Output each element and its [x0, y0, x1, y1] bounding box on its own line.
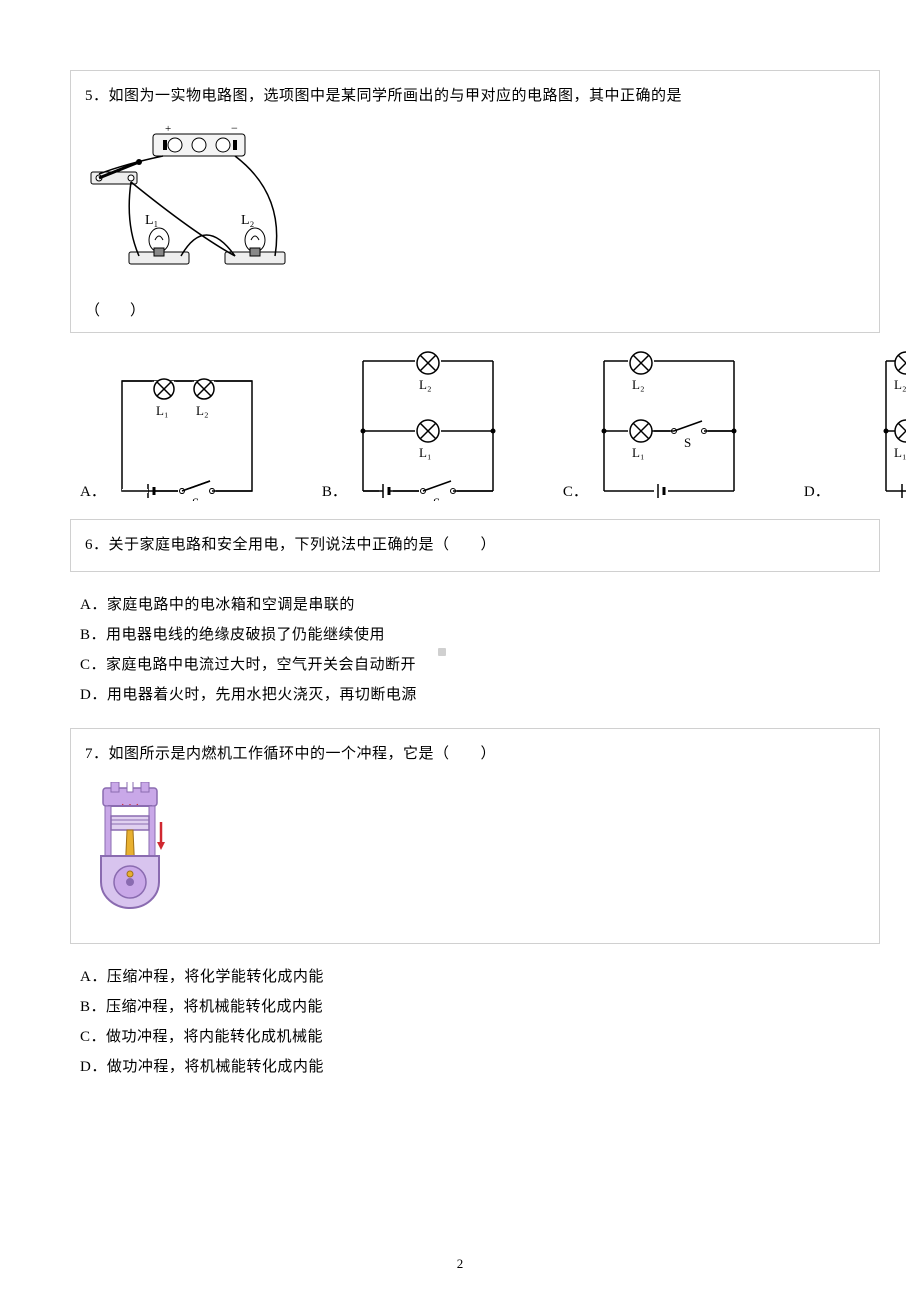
- svg-text:L₂: L₂: [419, 377, 431, 392]
- q7-opt-c: C．做功冲程，将内能转化成机械能: [80, 1022, 880, 1052]
- q6-opt-b: B．用电器电线的绝缘皮破损了仍能继续使用: [80, 620, 880, 650]
- svg-text:L₂: L₂: [196, 403, 208, 418]
- q7-engine-diagram: [85, 782, 865, 917]
- question-6: 6．关于家庭电路和安全用电，下列说法中正确的是（ ）: [70, 519, 880, 572]
- svg-text:S: S: [192, 495, 199, 501]
- q5-option-b: B． L₂ L₁: [322, 351, 503, 501]
- q5-option-a: A． L₁ L₂: [80, 371, 262, 501]
- q6-text: 6．关于家庭电路和安全用电，下列说法中正确的是（ ）: [85, 532, 865, 559]
- q7-number: 7: [85, 746, 93, 762]
- q6-opt-c: C．家庭电路中电流过大时，空气开关会自动断开: [80, 650, 880, 680]
- svg-text:L₂: L₂: [632, 377, 644, 392]
- page-number: 2: [0, 1256, 920, 1272]
- svg-text:S: S: [433, 495, 440, 501]
- l2-label: L₂: [241, 213, 255, 228]
- svg-text:S: S: [684, 435, 691, 450]
- q7-opt-a: A．压缩冲程，将化学能转化成内能: [80, 962, 880, 992]
- q6-options: A．家庭电路中的电冰箱和空调是串联的 B．用电器电线的绝缘皮破损了仍能继续使用 …: [70, 590, 880, 710]
- minus-label: −: [231, 124, 238, 135]
- q5-option-c: C． L₂ L₁ S: [563, 351, 744, 501]
- q5-number: 5: [85, 88, 93, 104]
- q6-opt-d: D．用电器着火时，先用水把火浇灭，再切断电源: [80, 680, 880, 710]
- q6-number: 6: [85, 537, 93, 553]
- q5-options: A． L₁ L₂: [70, 351, 880, 501]
- question-7: 7．如图所示是内燃机工作循环中的一个冲程，它是（ ）: [70, 728, 880, 944]
- q5-physical-circuit: + − L₁ L₂: [85, 124, 865, 289]
- question-5: 5．如图为一实物电路图，选项图中是某同学所画出的与甲对应的电路图，其中正确的是 …: [70, 70, 880, 333]
- q7-opt-b: B．压缩冲程，将机械能转化成内能: [80, 992, 880, 1022]
- svg-text:L₁: L₁: [156, 403, 168, 418]
- plus-label: +: [165, 124, 171, 135]
- svg-text:L₁: L₁: [894, 445, 906, 460]
- q6-opt-a: A．家庭电路中的电冰箱和空调是串联的: [80, 590, 880, 620]
- q7-opt-d: D．做功冲程，将机械能转化成内能: [80, 1052, 880, 1082]
- q5-blank: （ ）: [85, 299, 865, 320]
- svg-text:L₁: L₁: [632, 445, 644, 460]
- l1-label: L₁: [145, 213, 158, 228]
- svg-text:L₂: L₂: [894, 377, 906, 392]
- svg-text:L₁: L₁: [419, 445, 431, 460]
- q7-text: 7．如图所示是内燃机工作循环中的一个冲程，它是（ ）: [85, 741, 865, 768]
- q5-option-d: D． L₂ L₁: [804, 351, 906, 501]
- q7-options: A．压缩冲程，将化学能转化成内能 B．压缩冲程，将机械能转化成内能 C．做功冲程…: [70, 962, 880, 1082]
- q5-text: 5．如图为一实物电路图，选项图中是某同学所画出的与甲对应的电路图，其中正确的是: [85, 83, 865, 110]
- watermark-dot: [438, 648, 446, 656]
